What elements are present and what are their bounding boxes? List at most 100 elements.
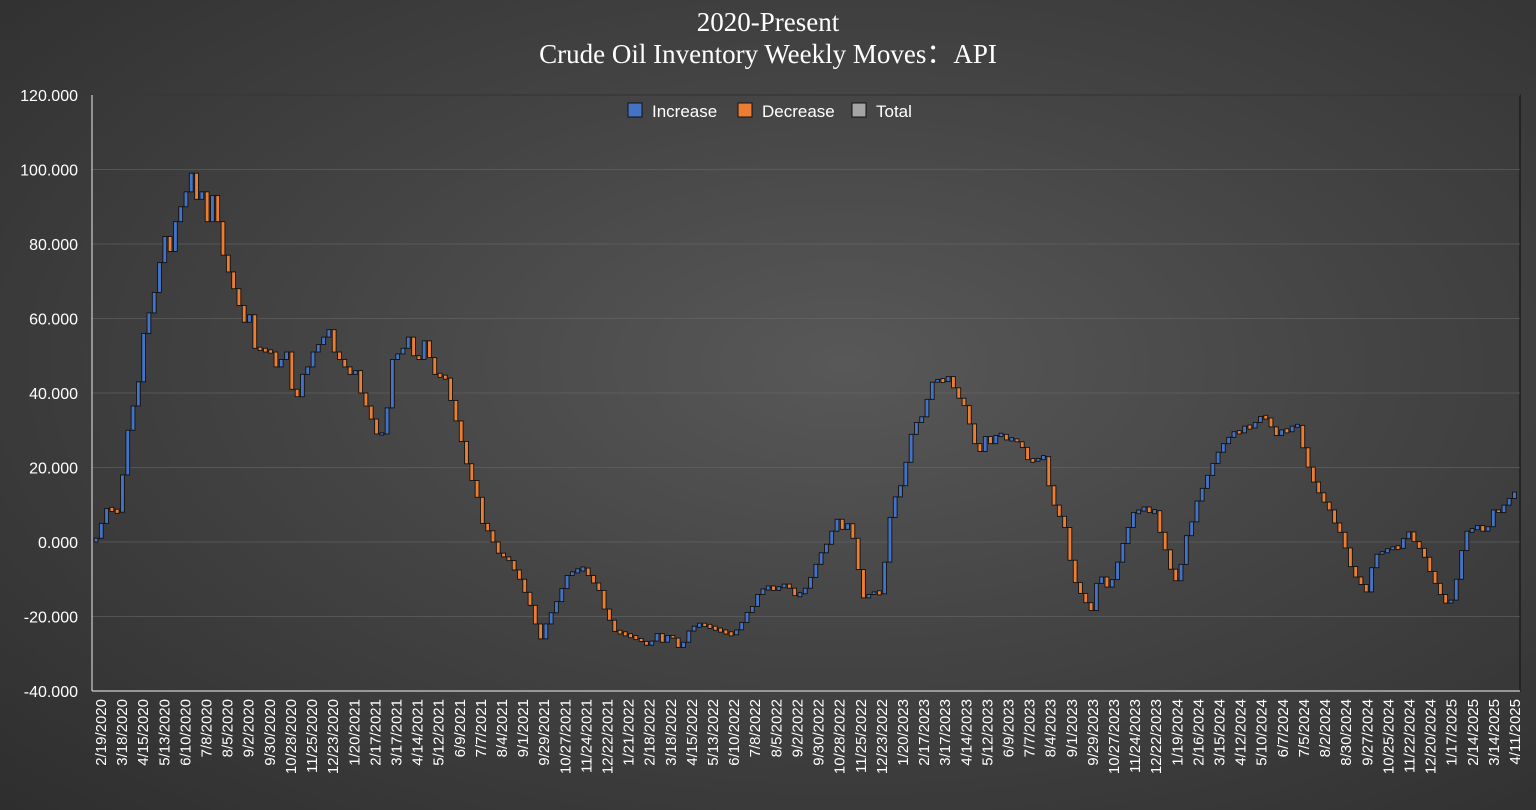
chart-title: 2020-Present <box>696 7 840 37</box>
decrease-bar <box>268 349 274 354</box>
axes <box>91 95 1520 692</box>
x-tick-label: 4/15/2020 <box>135 699 152 766</box>
increase-bar <box>797 592 803 598</box>
legend-label: Increase <box>652 102 717 121</box>
x-tick-label: 3/14/2025 <box>1486 699 1503 766</box>
decrease-bar <box>1051 485 1057 506</box>
decrease-bar <box>659 633 665 643</box>
decrease-bar <box>956 387 962 399</box>
decrease-bar <box>358 370 363 394</box>
x-tick-label: 4/14/2023 <box>958 699 975 766</box>
decrease-bar <box>585 567 591 576</box>
increase-bar <box>1109 579 1115 588</box>
x-tick-label: 6/7/2024 <box>1275 699 1292 757</box>
decrease-bar <box>1062 515 1067 528</box>
decrease-bar <box>1337 522 1343 533</box>
increase-bar <box>1041 455 1046 461</box>
decrease-bar <box>342 359 348 368</box>
x-tick-label: 2/18/2022 <box>642 699 659 766</box>
increase-bar <box>1448 599 1454 604</box>
decrease-bar <box>1411 531 1417 543</box>
increase-bar <box>1469 528 1475 533</box>
x-tick-label: 10/28/2022 <box>832 699 849 774</box>
x-tick-label: 9/30/2020 <box>262 699 279 766</box>
decrease-bar <box>257 346 263 351</box>
decrease-bar <box>1078 582 1083 594</box>
increase-bar <box>1194 500 1200 523</box>
decrease-bar <box>1284 428 1290 434</box>
decrease-bar <box>966 405 972 425</box>
decrease-bar <box>215 195 221 223</box>
chart-subtitle: Crude Oil Inventory Weekly Moves：API <box>539 39 997 69</box>
increase-bar <box>749 605 755 613</box>
increase-bar <box>1490 509 1496 528</box>
y-tick-label: 80.000 <box>29 237 78 254</box>
increase-bar <box>379 432 385 436</box>
x-tick-label: 9/30/2022 <box>811 699 828 766</box>
decrease-bar <box>702 622 708 628</box>
decrease-bar <box>1326 501 1332 511</box>
increase-bar <box>1379 551 1385 555</box>
increase-bar <box>278 359 284 368</box>
increase-bar <box>1289 425 1295 433</box>
x-tick-label: 1/19/2024 <box>1169 699 1186 766</box>
increase-bar <box>548 612 554 625</box>
increase-bar <box>1485 526 1491 532</box>
decrease-bar <box>1067 527 1073 561</box>
decrease-bar <box>252 314 258 349</box>
legend: Increase Decrease Total <box>627 102 912 121</box>
increase-bar <box>146 312 152 334</box>
increase-bar <box>802 587 808 595</box>
decrease-bar <box>114 508 120 514</box>
increase-bar <box>1475 525 1480 531</box>
increase-bar <box>1221 443 1226 453</box>
decrease-bar <box>1496 509 1501 514</box>
x-tick-label: 6/10/2022 <box>726 699 743 766</box>
increase-bar <box>1131 512 1136 528</box>
increase-bar <box>1152 509 1157 515</box>
x-tick-label: 3/15/2024 <box>1212 699 1229 766</box>
increase-bar <box>157 262 162 293</box>
decrease-bar <box>532 604 538 625</box>
increase-bar <box>1279 429 1284 436</box>
x-tick-label: 9/2/2020 <box>241 699 258 757</box>
x-tick-label: 6/9/2023 <box>1001 699 1018 757</box>
x-tick-label: 2/19/2020 <box>93 699 110 766</box>
x-tick-label: 11/25/2020 <box>304 699 321 773</box>
decrease-bar <box>1030 458 1036 463</box>
legend-swatch <box>737 102 753 118</box>
increase-bar <box>570 571 575 576</box>
decrease-bar <box>1422 547 1427 558</box>
increase-bar <box>93 537 99 543</box>
x-tick-label: 10/25/2024 <box>1380 699 1397 774</box>
increase-bar <box>315 344 321 353</box>
decrease-bar <box>347 366 353 375</box>
increase-bar <box>1258 416 1263 423</box>
decrease-bar <box>607 608 612 621</box>
increase-bar <box>845 523 850 530</box>
x-tick-label: 10/27/2023 <box>1106 699 1123 774</box>
decrease-bar <box>1004 433 1009 441</box>
x-tick-label: 3/18/2022 <box>663 699 680 766</box>
decrease-bar <box>855 537 861 571</box>
x-tick-label: 9/1/2023 <box>1064 699 1081 757</box>
decrease-bar <box>1168 549 1173 570</box>
decrease-bar <box>289 351 295 390</box>
x-tick-label: 12/22/2023 <box>1148 699 1165 774</box>
increase-bar <box>1242 425 1247 434</box>
decrease-bar <box>675 637 681 648</box>
increase-bar <box>130 405 136 431</box>
decrease-bar <box>442 374 448 380</box>
x-tick-label: 12/23/2022 <box>874 699 891 774</box>
decrease-bar <box>707 623 713 629</box>
increase-bar <box>1199 487 1205 502</box>
decrease-bar <box>220 221 226 256</box>
x-tick-label: 9/27/2024 <box>1359 699 1376 766</box>
increase-bar <box>1136 509 1142 515</box>
decrease-bar <box>728 631 734 637</box>
x-tick-label: 8/4/2023 <box>1043 699 1060 757</box>
increase-bar <box>908 433 914 463</box>
x-tick-label: 7/8/2022 <box>747 699 764 757</box>
increase-bar <box>405 336 411 349</box>
increase-bar <box>120 474 125 513</box>
